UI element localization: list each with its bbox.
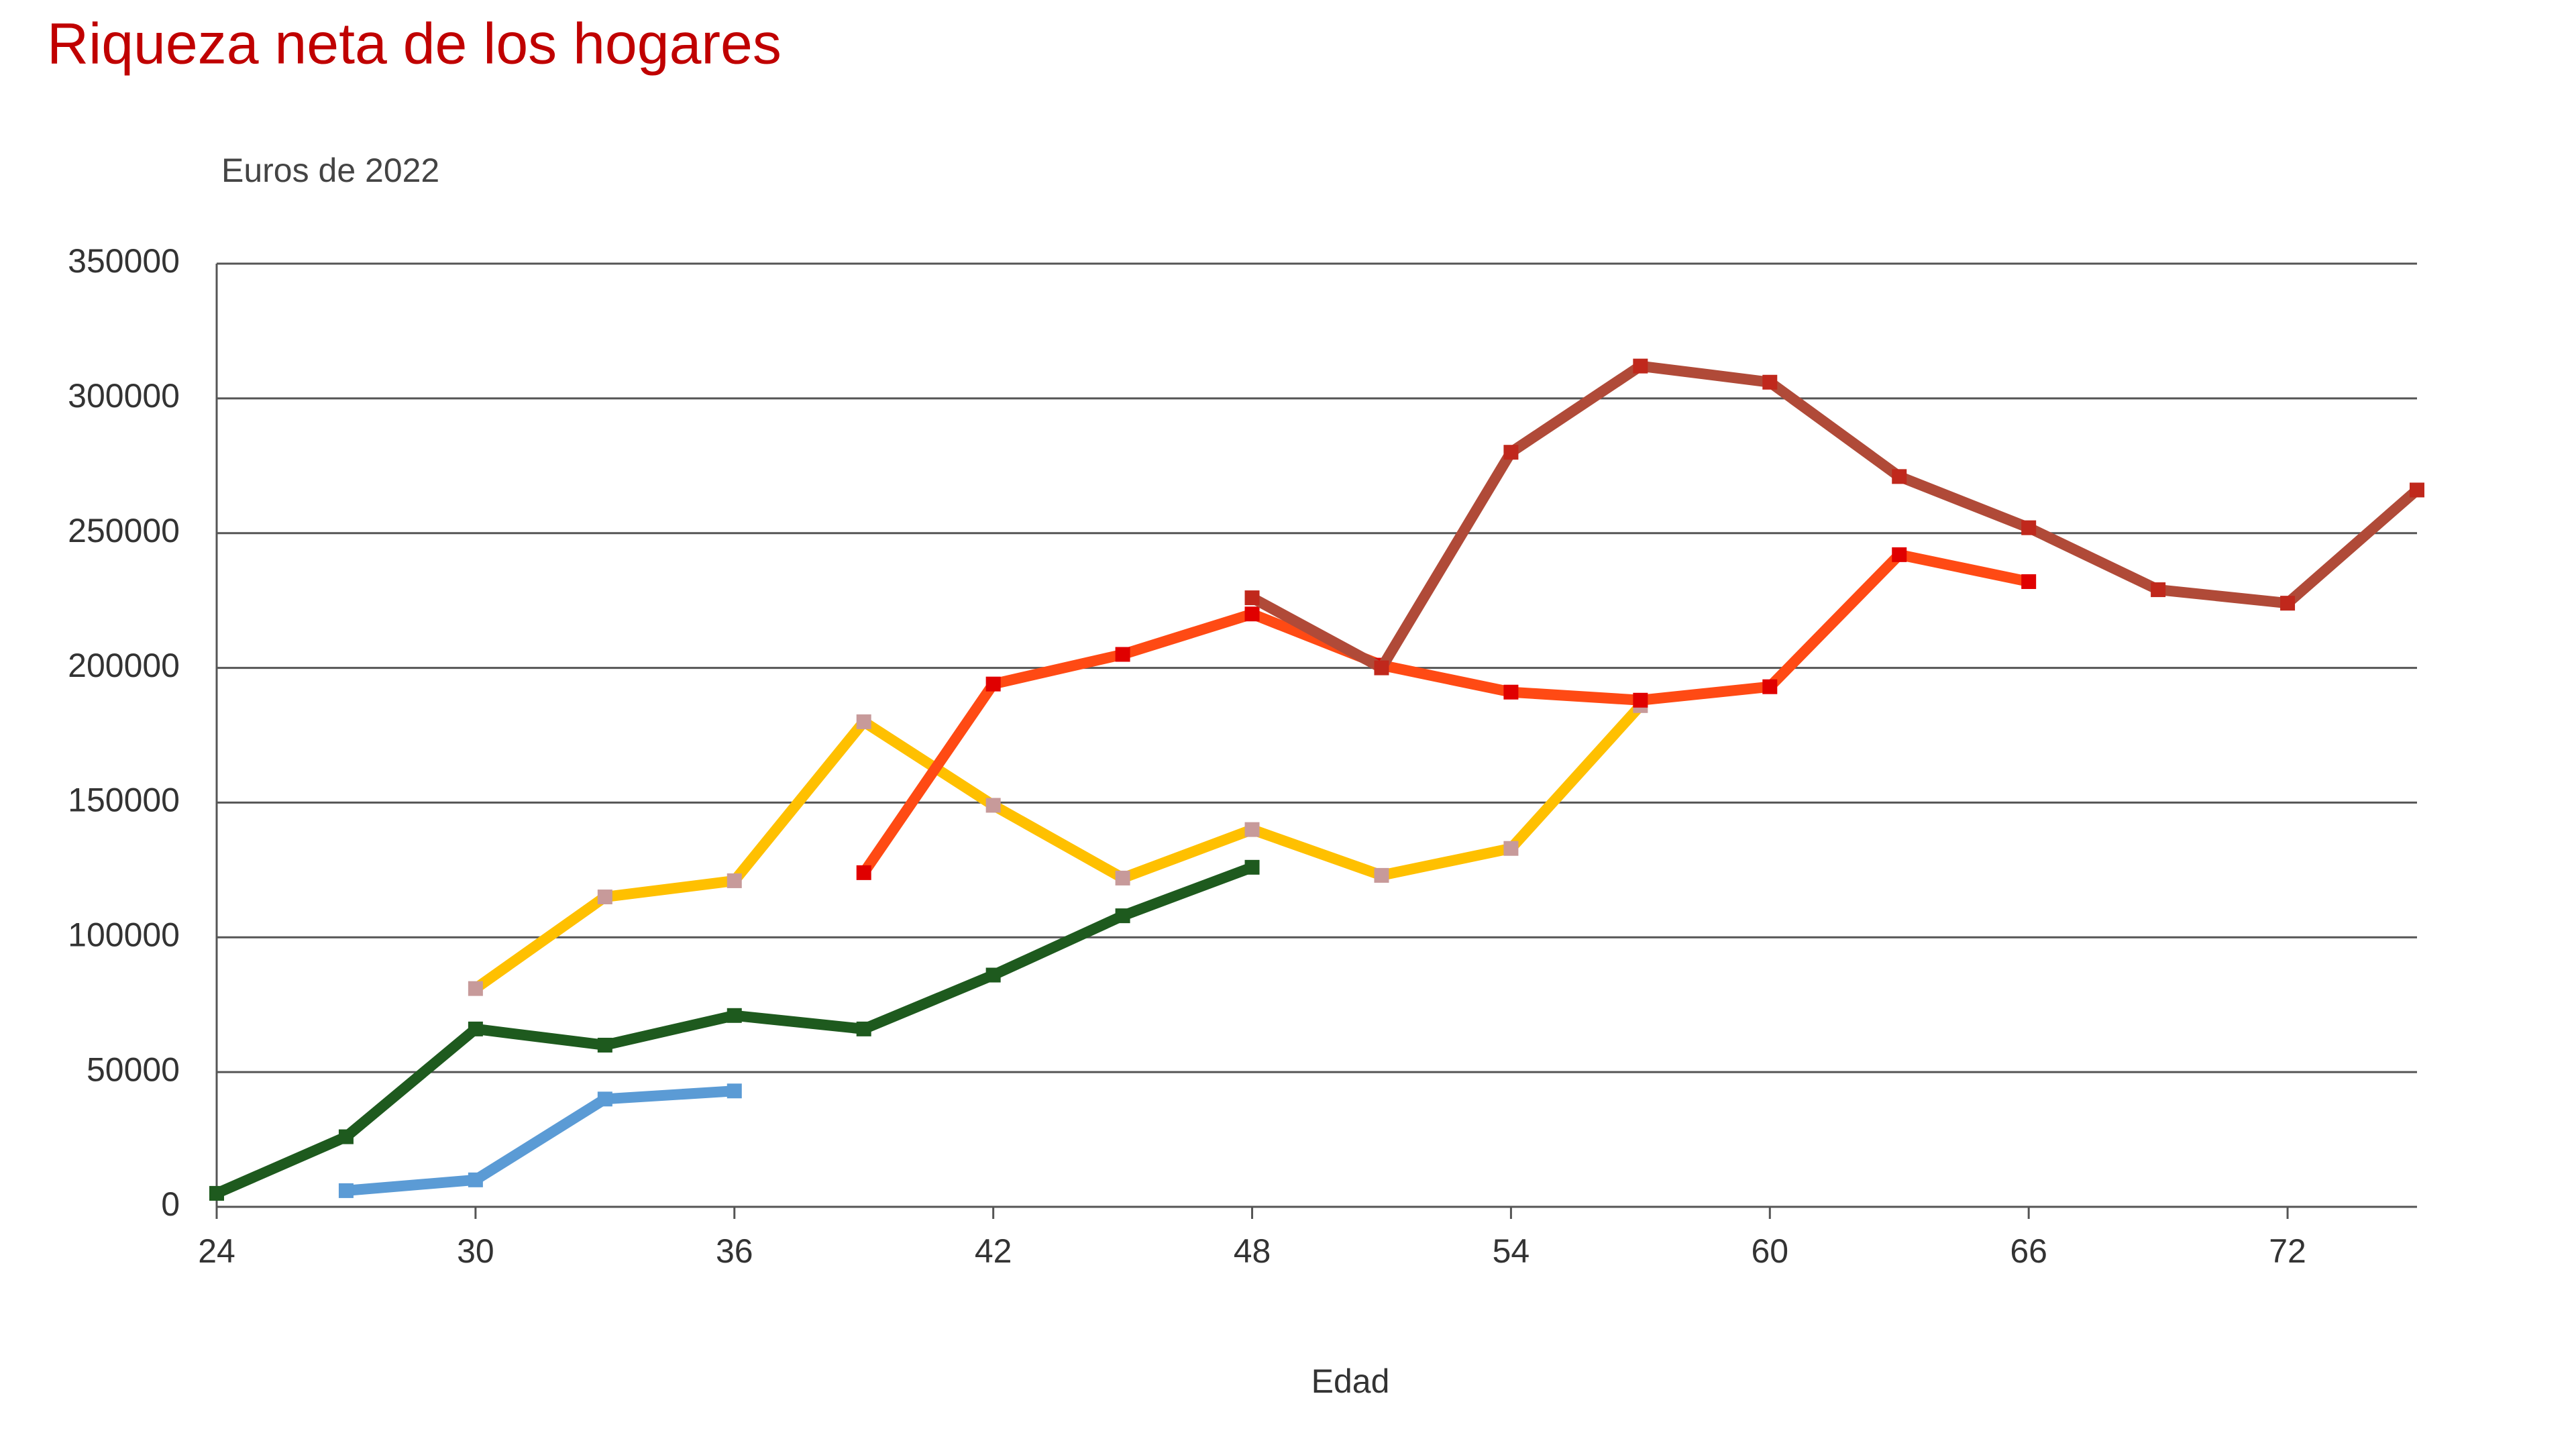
series-marker <box>856 865 871 880</box>
x-tick-label: 24 <box>198 1232 235 1270</box>
series-marker <box>338 1129 354 1144</box>
x-axis-label: Edad <box>1311 1362 1390 1400</box>
y-tick-label: 100000 <box>68 916 180 953</box>
series-marker <box>1633 692 1648 708</box>
chart-title: Riqueza neta de los hogares <box>47 12 782 76</box>
series-marker <box>468 1021 483 1036</box>
series-marker <box>1503 841 1519 856</box>
series-marker <box>727 1083 742 1099</box>
y-tick-label: 250000 <box>68 512 180 549</box>
series-marker <box>2021 520 2037 535</box>
series-line <box>345 1085 735 1196</box>
series-marker <box>597 1037 612 1053</box>
x-tick-label: 54 <box>1493 1232 1530 1270</box>
series-marker <box>2410 482 2424 498</box>
series-marker <box>985 967 1001 983</box>
series-marker <box>1503 684 1519 700</box>
x-tick-label: 42 <box>975 1232 1012 1270</box>
series-marker <box>856 1021 871 1036</box>
series-marker <box>2151 582 2166 598</box>
series-marker <box>1115 908 1130 924</box>
x-tick-label: 36 <box>716 1232 753 1270</box>
series-line <box>472 702 1645 994</box>
y-axis-label: Euros de 2022 <box>221 152 439 189</box>
series-line <box>859 549 2030 876</box>
x-tick-label: 48 <box>1234 1232 1271 1270</box>
series-marker <box>1115 647 1130 662</box>
x-tick-label: 72 <box>2269 1232 2306 1270</box>
series-marker <box>1244 822 1260 837</box>
y-tick-label: 0 <box>161 1185 180 1223</box>
series-marker <box>1503 445 1519 460</box>
y-tick-label: 200000 <box>68 647 180 684</box>
series-marker <box>2280 596 2296 611</box>
series-marker <box>597 890 612 905</box>
series-line <box>1249 360 2421 674</box>
y-tick-label: 300000 <box>68 377 180 415</box>
series-marker <box>1244 859 1260 875</box>
series-marker <box>1633 358 1648 374</box>
series-marker <box>468 1172 483 1187</box>
series-marker <box>1244 606 1260 622</box>
series-marker <box>597 1091 612 1107</box>
series-marker <box>1892 469 1907 484</box>
series-marker <box>1374 867 1389 883</box>
y-tick-label: 350000 <box>68 242 180 280</box>
series-line <box>214 862 1254 1199</box>
series-marker <box>985 798 1001 813</box>
series-marker <box>727 1008 742 1023</box>
series-marker <box>468 981 483 996</box>
series-marker <box>338 1183 354 1198</box>
series-marker <box>2021 574 2037 590</box>
series-marker <box>727 873 742 888</box>
series-marker <box>1374 660 1389 676</box>
x-tick-label: 30 <box>457 1232 494 1270</box>
series-marker <box>1115 870 1130 885</box>
series-marker <box>985 676 1001 692</box>
series-marker <box>1762 679 1778 694</box>
x-tick-label: 66 <box>2010 1232 2047 1270</box>
y-tick-label: 150000 <box>68 782 180 819</box>
y-tick-label: 50000 <box>87 1051 180 1088</box>
series-marker <box>856 714 871 729</box>
x-tick-label: 60 <box>1751 1232 1788 1270</box>
series-marker <box>1892 547 1907 562</box>
series-marker <box>1762 374 1778 390</box>
series-marker <box>1244 590 1260 606</box>
series-marker <box>209 1185 224 1201</box>
